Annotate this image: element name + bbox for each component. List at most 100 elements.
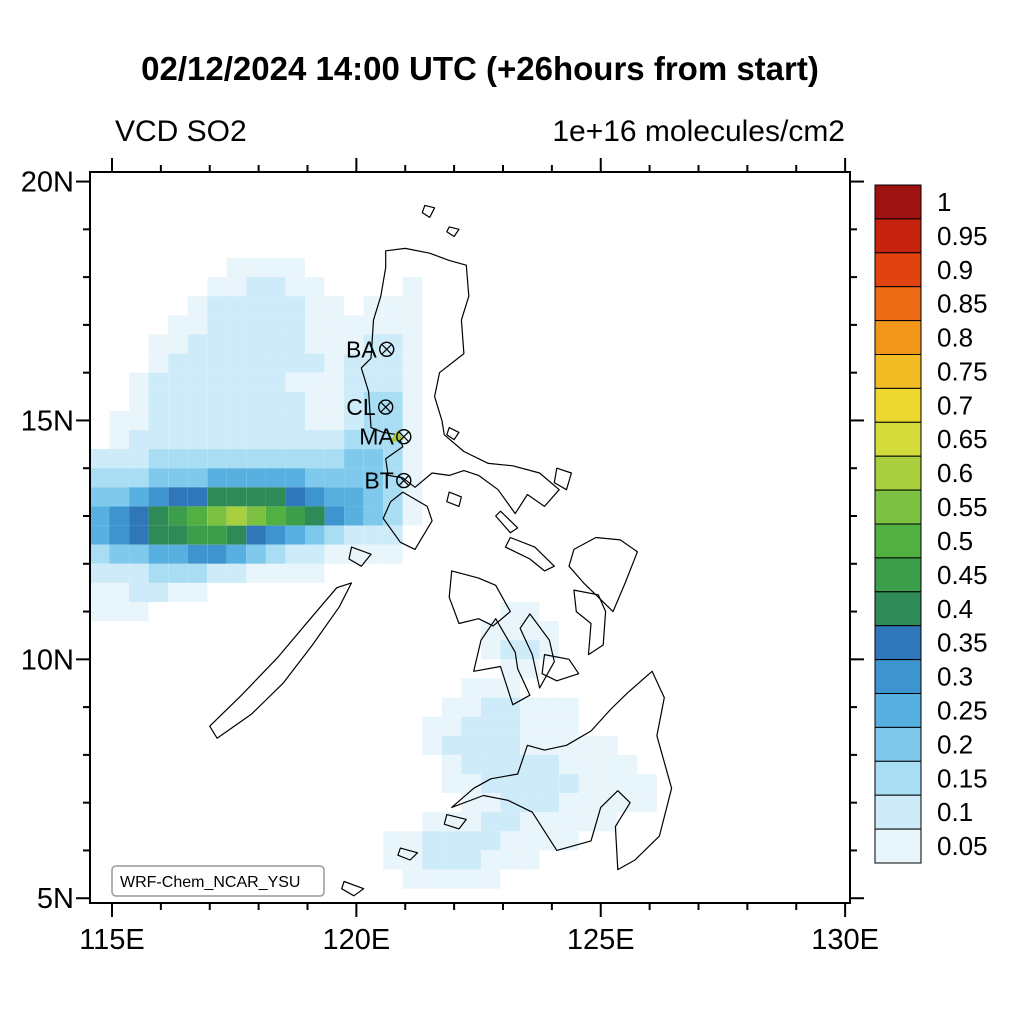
so2-grid-cell (226, 506, 247, 526)
so2-grid-cell (520, 812, 540, 832)
so2-grid-cell (383, 525, 403, 545)
so2-grid-cell (90, 602, 110, 622)
axis-ticks (76, 158, 864, 917)
so2-grid-cell (148, 468, 169, 488)
so2-grid-cell (129, 563, 149, 583)
so2-grid-cell (285, 315, 305, 335)
coastline-path (209, 582, 353, 739)
so2-grid-cell (344, 372, 364, 392)
so2-grid-cell (598, 754, 618, 774)
colorbar-swatch (874, 184, 922, 220)
so2-grid-cell (344, 410, 364, 430)
so2-grid-cell (402, 410, 423, 430)
so2-grid-cell (383, 353, 403, 373)
colorbar-label: 0.8 (937, 323, 973, 353)
station-label: BT (364, 468, 393, 494)
so2-grid-cell (422, 831, 442, 851)
so2-grid-cell (207, 544, 227, 564)
so2-grid-cell (305, 525, 325, 545)
so2-grid-cell (109, 602, 129, 622)
so2-grid-cell (441, 697, 462, 717)
so2-grid-cell (285, 525, 305, 545)
so2-grid-cell (402, 277, 423, 297)
coastline-path (397, 847, 419, 861)
so2-grid-cell (187, 391, 208, 411)
so2-grid-cell (481, 774, 501, 794)
so2-grid-cell (539, 735, 560, 755)
so2-grid-cell (539, 793, 560, 813)
so2-grid-cell (265, 525, 286, 545)
so2-grid-cell (363, 410, 384, 430)
so2-grid-cell (109, 468, 129, 488)
so2-grid-cell (481, 735, 501, 755)
so2-grid-cell (148, 391, 169, 411)
so2-grid-cell (598, 774, 618, 794)
so2-grid-cell (168, 487, 188, 507)
so2-grid-cell (363, 449, 384, 469)
so2-grid-cell (402, 831, 423, 851)
so2-grid-cell (520, 754, 540, 774)
station-marker-circle (378, 399, 394, 415)
so2-grid-cell (207, 449, 227, 469)
so2-grid-cell (168, 525, 188, 545)
so2-grid-cell (265, 334, 286, 354)
so2-grid-cell (246, 468, 266, 488)
so2-grid-cell (305, 449, 325, 469)
so2-grid-cell (578, 774, 599, 794)
coastline-path (451, 670, 673, 871)
colorbar-label: 0.1 (937, 797, 973, 827)
so2-grid-cell (402, 372, 423, 392)
so2-grid-cell (207, 410, 227, 430)
station-label: BA (346, 336, 377, 362)
so2-grid-cell (481, 812, 501, 832)
so2-grid-cell (265, 315, 286, 335)
station-label: MA (359, 424, 394, 450)
so2-grid-cell (207, 296, 227, 316)
so2-grid-cell (461, 850, 481, 870)
so2-grid-cell (226, 277, 247, 297)
coastline-path (448, 570, 511, 627)
so2-grid-cell (265, 277, 286, 297)
so2-grid-cell (441, 774, 462, 794)
so2-grid-cell (168, 315, 188, 335)
so2-grid-cell (617, 774, 638, 794)
so2-grid-cell (226, 334, 247, 354)
so2-grid-cell (383, 410, 403, 430)
coastline-path (553, 467, 572, 491)
colorbar-label: 0.35 (937, 628, 988, 658)
so2-grid-cell (344, 353, 364, 373)
so2-grid-cell (402, 353, 423, 373)
so2-grid-cell (383, 487, 403, 507)
so2-grid-cell (285, 487, 305, 507)
so2-grid-cell (148, 430, 169, 450)
coastline-path (495, 510, 519, 534)
so2-grid-cell (383, 831, 403, 851)
so2-grid-cell (129, 506, 149, 526)
colorbar-swatch (874, 625, 922, 661)
so2-grid-cell (559, 812, 579, 832)
colorbar-swatch (874, 286, 922, 322)
station-marker-circle (396, 429, 412, 445)
so2-grid-cell (520, 621, 540, 641)
so2-grid-cell (90, 506, 110, 526)
heatmap-cells (90, 258, 657, 889)
so2-grid-cell (246, 487, 266, 507)
so2-grid-cell (148, 353, 169, 373)
so2-grid-cell (578, 735, 599, 755)
colorbar-label: 0.4 (937, 594, 973, 624)
so2-grid-cell (168, 353, 188, 373)
colorbar-label: 0.3 (937, 662, 973, 692)
so2-grid-cell (187, 487, 208, 507)
coastline-path (446, 226, 460, 238)
so2-grid-cell (441, 716, 462, 736)
so2-grid-cell (148, 487, 169, 507)
so2-grid-cell (187, 315, 208, 335)
colorbar-swatch (874, 557, 922, 593)
so2-grid-cell (324, 353, 345, 373)
so2-grid-cell (246, 449, 266, 469)
so2-grid-cell (109, 525, 129, 545)
coastline-path (360, 247, 560, 515)
so2-grid-cell (187, 372, 208, 392)
so2-grid-cell (226, 544, 247, 564)
so2-grid-cell (363, 544, 384, 564)
